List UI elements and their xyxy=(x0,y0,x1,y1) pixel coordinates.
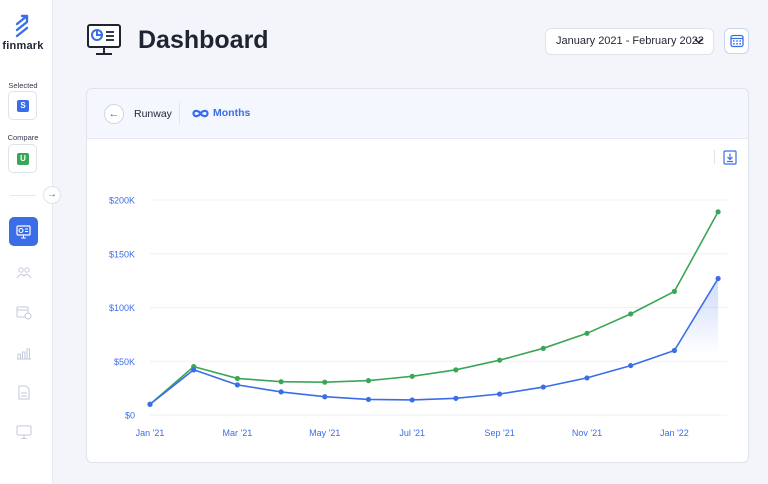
dashboard-icon xyxy=(16,224,31,238)
chart-icon xyxy=(16,348,31,359)
y-tick-label: $100K xyxy=(109,303,135,313)
x-tick-label: Jan '21 xyxy=(136,428,165,438)
data-point xyxy=(584,330,590,336)
infinity-icon xyxy=(192,109,209,117)
data-point xyxy=(322,379,328,385)
data-point xyxy=(628,311,634,317)
back-button[interactable]: ← xyxy=(104,104,124,124)
series-line xyxy=(149,211,719,405)
series-line xyxy=(149,278,719,405)
data-point xyxy=(147,401,153,407)
data-point xyxy=(322,394,328,400)
chevron-down-icon xyxy=(694,38,703,44)
arrow-left-icon: ← xyxy=(108,108,120,120)
sidebar-item-dashboard[interactable] xyxy=(9,217,38,246)
dashboard-page-icon xyxy=(86,22,122,63)
calendar-icon xyxy=(16,306,31,320)
period-label: Months xyxy=(213,107,251,119)
finmark-logo-icon xyxy=(15,14,29,38)
breadcrumb-runway[interactable]: Runway xyxy=(134,108,172,120)
sidebar-item-team[interactable] xyxy=(9,258,38,287)
x-tick-label: Jan '22 xyxy=(660,428,689,438)
data-point xyxy=(628,362,634,369)
sidebar-item-calendar[interactable] xyxy=(9,298,38,327)
arrow-right-icon: → xyxy=(47,189,57,200)
data-point xyxy=(365,378,372,384)
sidebar-item-documents[interactable] xyxy=(9,378,38,407)
y-tick-label: $50K xyxy=(114,357,135,367)
x-tick-label: Sep '21 xyxy=(484,428,514,438)
data-point xyxy=(409,373,415,379)
runway-card: ← Runway Months $0 $50K $100 xyxy=(86,88,749,463)
data-point xyxy=(278,379,284,385)
calendar-button[interactable] xyxy=(724,28,749,54)
toolbar-separator xyxy=(714,150,715,164)
data-point xyxy=(234,382,240,388)
sidebar-item-reports[interactable] xyxy=(9,338,38,367)
logo-text: finmark xyxy=(2,40,44,52)
data-point xyxy=(365,396,372,403)
data-point xyxy=(191,367,197,373)
data-point xyxy=(715,209,721,215)
selected-badge: S xyxy=(17,100,29,112)
data-point xyxy=(453,367,459,373)
data-point xyxy=(453,395,459,401)
data-point xyxy=(671,288,678,294)
expand-sidebar-button[interactable]: → xyxy=(43,186,61,204)
y-tick-label: $150K xyxy=(109,249,135,259)
date-range-value: January 2021 - February 2022 xyxy=(556,35,704,47)
presentation-icon xyxy=(16,425,31,439)
data-point xyxy=(715,275,721,282)
period-toggle[interactable]: Months xyxy=(192,107,250,119)
sidebar-divider xyxy=(10,195,36,196)
date-range-select[interactable]: January 2021 - February 2022 xyxy=(545,28,714,55)
x-tick-label: May '21 xyxy=(309,428,340,438)
data-point xyxy=(540,384,546,390)
y-tick-label: $0 xyxy=(125,411,135,421)
x-tick-label: Nov '21 xyxy=(572,428,602,438)
x-tick-label: Jul '21 xyxy=(399,428,425,438)
calendar-grid-icon xyxy=(729,34,744,48)
download-icon xyxy=(723,150,737,165)
compare-label: Compare xyxy=(7,133,39,142)
sidebar: finmark Selected S Compare U xyxy=(0,0,53,484)
finmark-logo[interactable]: finmark xyxy=(0,14,46,52)
data-point xyxy=(409,397,415,403)
compare-scenario[interactable]: U xyxy=(8,144,37,173)
data-point xyxy=(671,347,678,354)
x-tick-label: Mar '21 xyxy=(223,428,253,438)
data-point xyxy=(584,375,590,381)
header-separator xyxy=(179,103,180,124)
team-icon xyxy=(16,266,31,278)
compare-badge: U xyxy=(17,153,29,165)
card-header: ← Runway Months xyxy=(87,89,748,139)
runway-line-chart: $0 $50K $100K $150K $200K Jan '21 Mar '21 May '… xyxy=(109,196,727,438)
selected-scenario[interactable]: S xyxy=(8,91,37,120)
document-icon xyxy=(18,385,29,400)
sidebar-item-presentations[interactable] xyxy=(9,418,38,447)
data-point xyxy=(497,391,503,397)
y-tick-label: $200K xyxy=(109,196,135,206)
download-button[interactable] xyxy=(723,150,737,170)
data-point xyxy=(234,375,240,382)
data-point xyxy=(540,345,546,351)
data-point xyxy=(497,357,503,363)
data-point xyxy=(278,389,284,395)
page-title: Dashboard xyxy=(138,26,269,54)
selected-label: Selected xyxy=(8,81,38,90)
